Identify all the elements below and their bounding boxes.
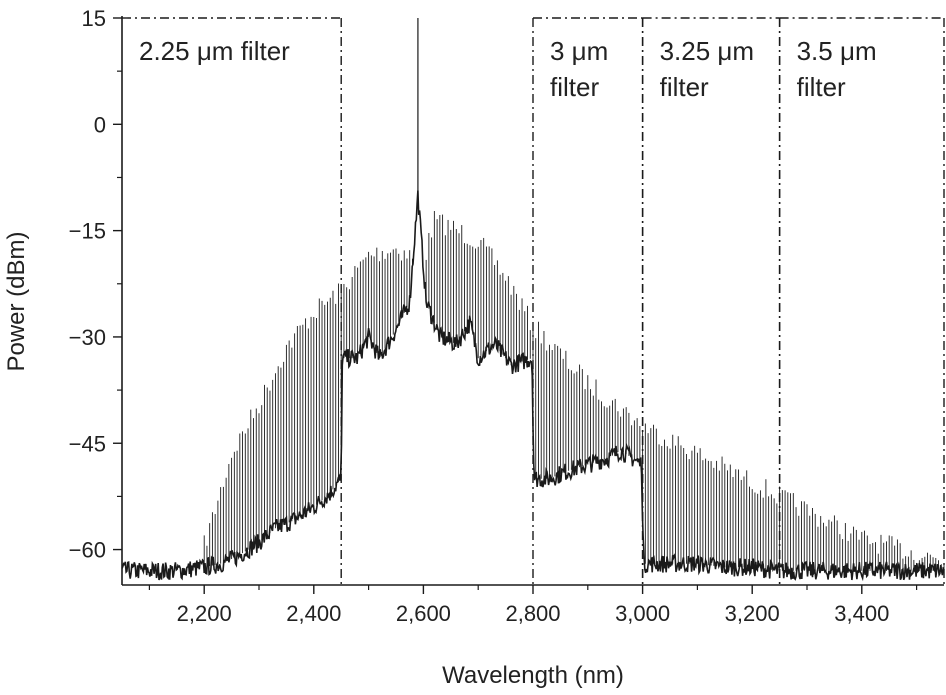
x-tick-label: 2,200 (177, 601, 232, 626)
y-axis-title: Power (dBm) (3, 231, 30, 371)
y-tick-label: −15 (69, 219, 106, 244)
filter-boxes: 2.25 μm filter 3 μm filter 3.25 μm filter 3.5… (122, 17, 945, 585)
axes (113, 16, 944, 594)
filter-label: filter (550, 72, 599, 102)
x-tick-label: 2,400 (286, 601, 341, 626)
x-tick-label: 2,600 (396, 601, 451, 626)
x-tick-label: 3,200 (725, 601, 780, 626)
filter-label: filter (660, 72, 709, 102)
x-tick-label: 3,000 (615, 601, 670, 626)
filter-label: 3.25 μm (660, 36, 754, 66)
filter-label: 3 μm (550, 36, 608, 66)
x-tick-label: 3,400 (834, 601, 889, 626)
filter-label: 2.25 μm filter (139, 36, 290, 66)
noise-floor-trace (121, 190, 945, 582)
filter-label: 3.5 μm (797, 36, 877, 66)
axis-labels: 2,200 2,400 2,600 2,800 3,000 3,200 3,400 15 0 −1… (3, 6, 889, 689)
y-tick-label: −30 (69, 325, 106, 350)
filter-label: filter (797, 72, 846, 102)
y-tick-label: −45 (69, 431, 106, 456)
noise-floor-line (121, 190, 945, 582)
x-axis-title: Wavelength (nm) (442, 662, 624, 689)
y-tick-label: 0 (94, 112, 106, 137)
y-tick-label: 15 (82, 6, 106, 31)
y-tick-label: −60 (69, 538, 106, 563)
x-tick-label: 2,800 (505, 601, 560, 626)
